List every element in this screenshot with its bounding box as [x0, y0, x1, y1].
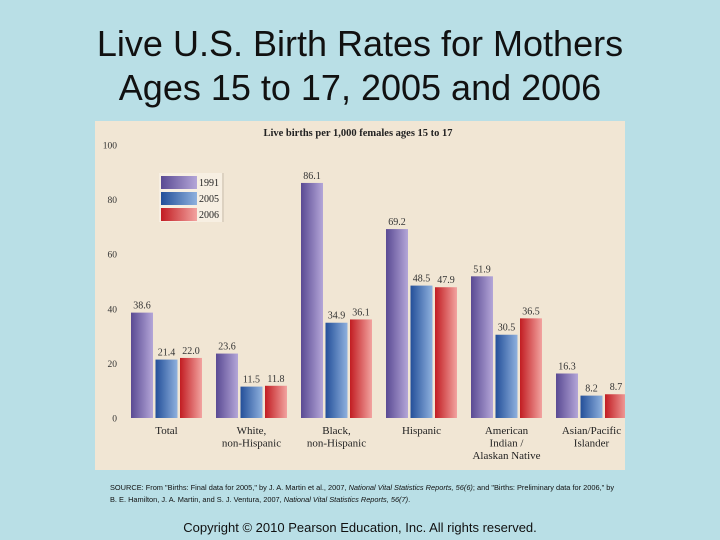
y-tick-label: 0: [112, 415, 117, 425]
data-label-1991: 51.9: [473, 264, 491, 275]
source-note: SOURCE: From "Births: Final data for 200…: [110, 482, 620, 506]
source-text-3: .: [408, 495, 411, 504]
category-label: Alaskan Native: [472, 450, 540, 462]
category-label: Total: [155, 425, 177, 437]
bar-2006: [265, 385, 287, 418]
category-label: Hispanic: [402, 425, 441, 437]
chart-title: Live births per 1,000 females ages 15 to…: [263, 128, 452, 139]
chart-panel: Live births per 1,000 females ages 15 to…: [95, 121, 625, 470]
category-label: Asian/Pacific: [562, 425, 621, 437]
legend-swatch-2005: [161, 192, 197, 205]
source-journal-1: National Vital Statistics Reports, 56(6): [348, 483, 473, 492]
y-tick-label: 20: [108, 360, 118, 370]
category-label: non-Hispanic: [222, 438, 281, 450]
y-tick-label: 100: [103, 142, 118, 152]
data-label-1991: 86.1: [303, 171, 321, 182]
legend-label-1991: 1991: [199, 178, 219, 189]
slide-title: Live U.S. Birth Rates for Mothers Ages 1…: [0, 22, 720, 110]
bar-2006: [180, 357, 202, 418]
data-label-1991: 38.6: [133, 301, 151, 312]
bar-1991: [131, 312, 153, 418]
category-label: American: [485, 425, 529, 437]
source-text-2: ; and "Births: Preliminary data for 2006…: [110, 483, 615, 504]
data-label-1991: 69.2: [388, 217, 406, 228]
slide-title-line-2: Ages 15 to 17, 2005 and 2006: [118, 67, 602, 108]
data-label-2005: 11.5: [243, 375, 260, 386]
data-label-2006: 22.0: [182, 346, 200, 357]
category-label: White,: [237, 425, 267, 437]
bar-1991: [471, 276, 493, 418]
category-label: Islander: [574, 438, 610, 450]
data-label-2006: 47.9: [437, 275, 455, 286]
data-label-1991: 16.3: [558, 362, 576, 373]
bar-2006: [350, 319, 372, 418]
bar-2006: [520, 318, 542, 418]
category-label: Indian /: [490, 438, 525, 450]
copyright-notice: Copyright © 2010 Pearson Education, Inc.…: [183, 520, 537, 535]
bar-2005: [410, 285, 433, 418]
data-label-2005: 21.4: [158, 348, 176, 359]
data-label-2005: 8.2: [585, 384, 598, 395]
bar-2006: [605, 394, 625, 418]
bar-2005: [155, 359, 178, 418]
source-journal-2: National Vital Statistics Reports, 56(7): [283, 495, 409, 504]
y-tick-label: 60: [108, 251, 118, 261]
y-tick-label: 40: [108, 305, 118, 315]
birth-rate-bar-chart: Live births per 1,000 females ages 15 to…: [103, 128, 625, 462]
bar-1991: [386, 229, 408, 418]
bar-2006: [435, 287, 457, 418]
data-label-2005: 34.9: [328, 311, 346, 322]
bar-2005: [240, 386, 263, 418]
category-label: Black,: [322, 425, 351, 437]
slide-title-line-1: Live U.S. Birth Rates for Mothers: [96, 23, 624, 64]
legend-label-2005: 2005: [199, 194, 219, 205]
data-label-2006: 8.7: [610, 382, 623, 393]
data-label-2005: 30.5: [498, 323, 516, 334]
data-label-2006: 11.8: [267, 374, 284, 385]
bar-2005: [580, 395, 603, 418]
legend-swatch-1991: [161, 176, 197, 189]
source-text-1: SOURCE: From "Births: Final data for 200…: [110, 483, 349, 492]
bar-1991: [556, 373, 578, 418]
data-label-2006: 36.1: [352, 307, 370, 318]
bar-1991: [301, 182, 323, 418]
bar-2005: [495, 334, 518, 418]
legend-label-2006: 2006: [199, 210, 219, 221]
bar-2005: [325, 322, 348, 418]
data-label-1991: 23.6: [218, 342, 236, 353]
legend-swatch-2006: [161, 208, 197, 221]
data-label-2005: 48.5: [413, 274, 431, 285]
data-label-2006: 36.5: [522, 306, 540, 317]
bar-1991: [216, 353, 238, 418]
y-tick-label: 80: [108, 196, 118, 206]
category-label: non-Hispanic: [307, 438, 366, 450]
